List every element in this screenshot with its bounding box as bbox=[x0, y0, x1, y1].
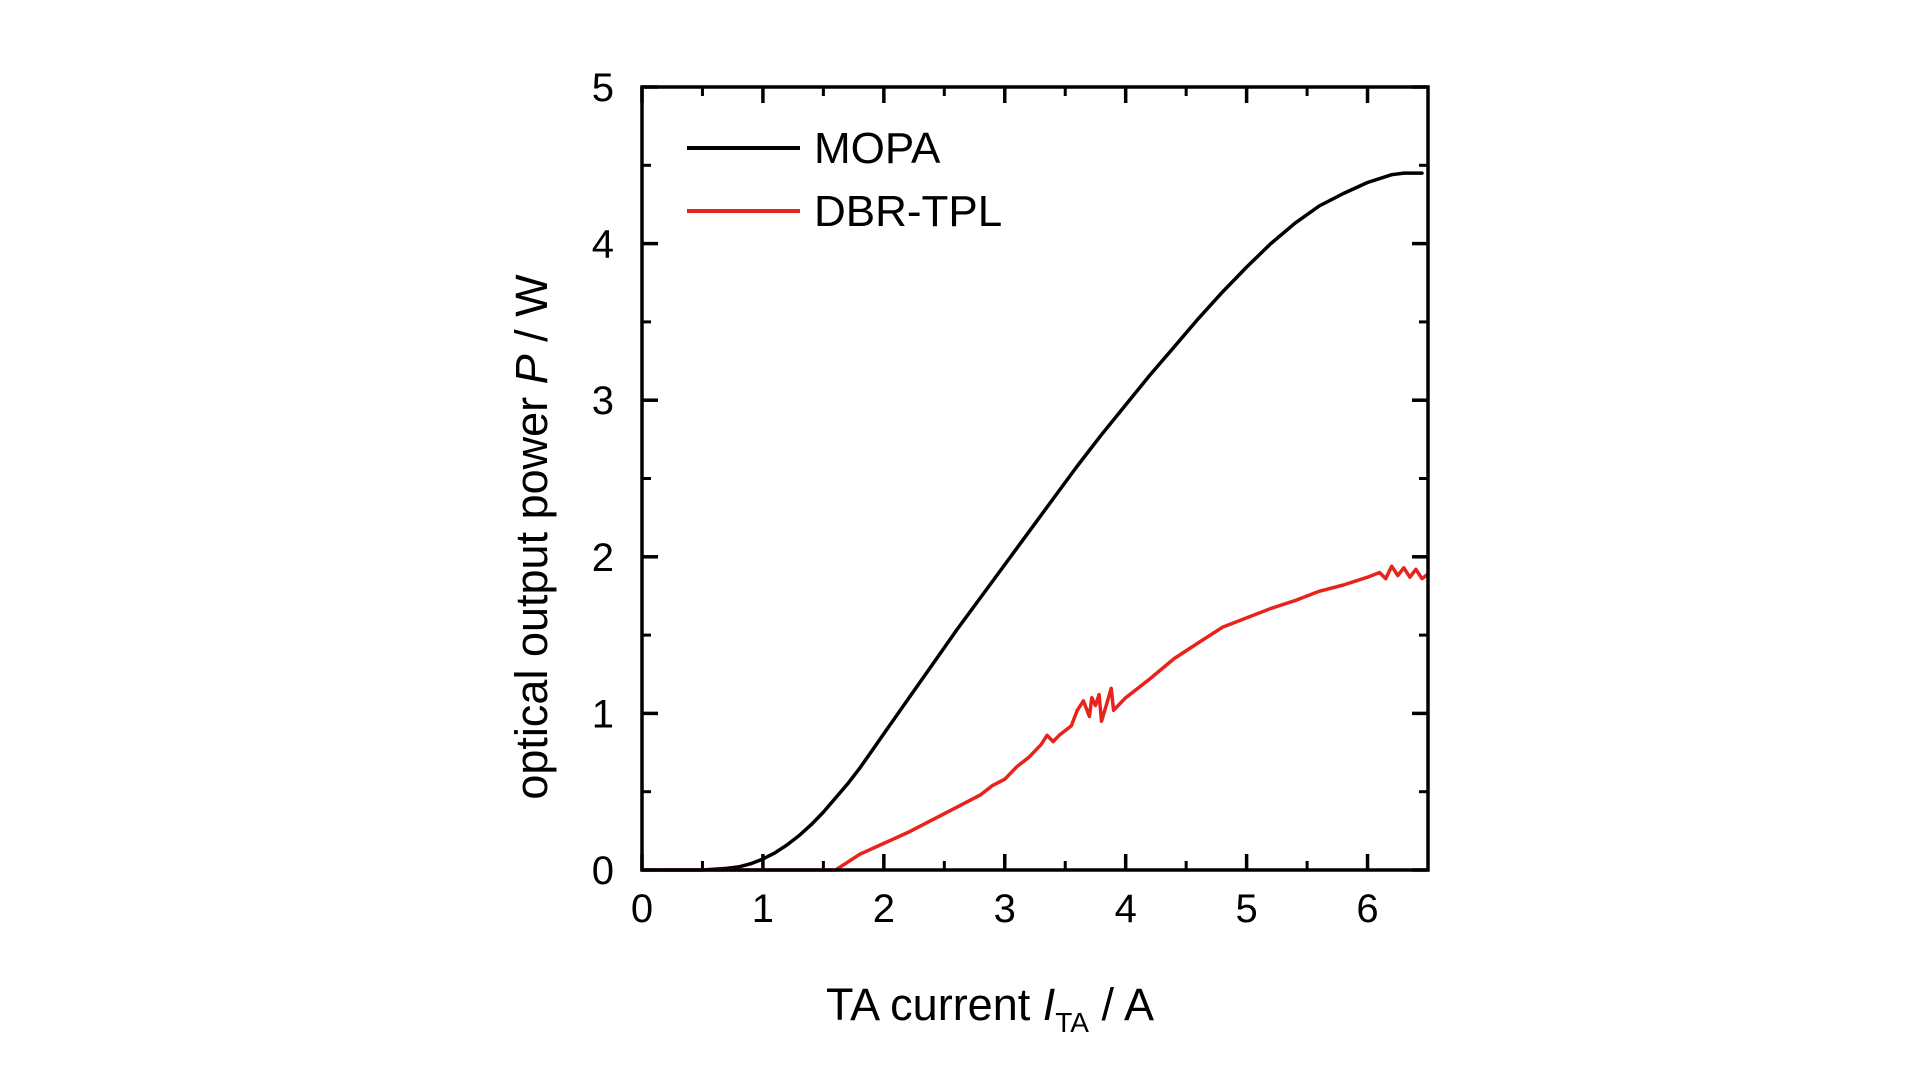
x-tick-label: 0 bbox=[631, 887, 653, 931]
x-tick-label: 2 bbox=[873, 887, 895, 931]
y-tick-label: 2 bbox=[592, 536, 614, 580]
legend-label-mopa: MOPA bbox=[814, 124, 941, 173]
x-tick-label: 5 bbox=[1235, 887, 1257, 931]
x-axis-title: TA current ITA / A bbox=[826, 979, 1154, 1038]
x-tick-label: 3 bbox=[994, 887, 1016, 931]
y-tick-label: 3 bbox=[592, 379, 614, 423]
plot-frame bbox=[640, 85, 1430, 872]
y-tick-label: 0 bbox=[592, 849, 614, 893]
legend: MOPA DBR-TPL bbox=[687, 124, 1002, 236]
x-tick-label: 4 bbox=[1115, 887, 1137, 931]
x-tick-label: 6 bbox=[1356, 887, 1378, 931]
legend-label-dbr-tpl: DBR-TPL bbox=[814, 187, 1002, 236]
y-tick-label: 4 bbox=[592, 223, 614, 267]
series-line-dbr-tpl bbox=[640, 564, 1430, 872]
y-tick-label: 1 bbox=[592, 692, 614, 736]
tick-labels: 0 1 2 3 4 5 6 0 1 2 3 4 5 bbox=[592, 66, 1379, 931]
series-line-mopa bbox=[658, 171, 1424, 872]
y-tick-label: 5 bbox=[592, 66, 614, 110]
series-lines bbox=[640, 171, 1430, 872]
x-tick-label: 1 bbox=[752, 887, 774, 931]
y-axis-title: optical output power P / W bbox=[506, 274, 557, 800]
